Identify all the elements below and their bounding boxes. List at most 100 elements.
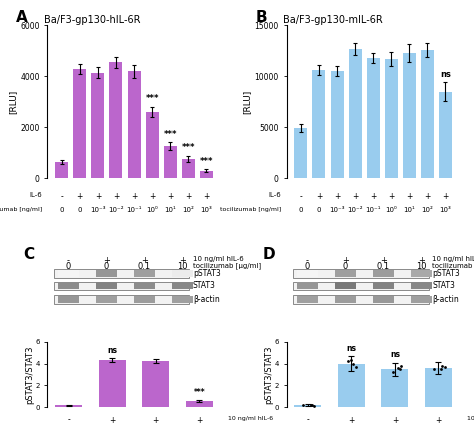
Bar (182, 159, 195, 178)
Bar (382, 369, 409, 407)
Text: ***: *** (193, 388, 205, 397)
Text: +: + (348, 416, 355, 424)
Bar (91, 73, 104, 178)
Point (437, 365, 445, 372)
Point (441, 363, 448, 370)
Y-axis label: pSTAT3/STAT3: pSTAT3/STAT3 (264, 345, 273, 404)
Point (438, 363, 446, 370)
Text: Ba/F3-gp130-hIL-6R: Ba/F3-gp130-hIL-6R (44, 15, 140, 25)
Point (396, 366, 404, 373)
Text: tocilizumab [ng/ml]: tocilizumab [ng/ml] (0, 207, 42, 212)
Text: 10 ng/ml hIL-6: 10 ng/ml hIL-6 (432, 256, 474, 262)
Bar (335, 296, 356, 303)
Text: 0: 0 (305, 262, 310, 271)
Text: +: + (380, 256, 387, 265)
Text: 10¹: 10¹ (164, 207, 176, 213)
Text: IL-6: IL-6 (268, 192, 281, 198)
Text: 0: 0 (343, 262, 348, 271)
Bar (55, 269, 190, 278)
Bar (142, 361, 169, 407)
Text: 10⁻¹: 10⁻¹ (365, 207, 381, 213)
Text: +: + (167, 192, 173, 201)
Bar (335, 270, 356, 277)
Text: tocilizumab [µg/ml]: tocilizumab [µg/ml] (193, 262, 261, 269)
Bar (164, 146, 177, 178)
Bar (134, 282, 155, 290)
Bar (134, 296, 155, 303)
Point (310, 402, 318, 409)
Text: 10⁰: 10⁰ (385, 207, 397, 213)
Text: 10¹: 10¹ (403, 207, 415, 213)
Bar (58, 296, 79, 303)
Text: STAT3: STAT3 (193, 282, 216, 290)
Y-axis label: [RLU]: [RLU] (243, 89, 252, 114)
Text: 10 ng/ml hIL-6: 10 ng/ml hIL-6 (467, 416, 474, 421)
Text: +: + (424, 192, 430, 201)
Text: -: - (67, 416, 70, 424)
Bar (96, 270, 117, 277)
Bar (146, 112, 159, 178)
Point (430, 366, 438, 373)
Text: 10: 10 (417, 262, 427, 271)
Text: 10⁻¹: 10⁻¹ (126, 207, 142, 213)
Text: ns: ns (390, 350, 400, 359)
Text: 0: 0 (78, 207, 82, 213)
Text: 10³: 10³ (201, 207, 212, 213)
Point (394, 365, 402, 371)
Text: -: - (306, 256, 309, 265)
Text: +: + (334, 192, 340, 201)
Bar (403, 53, 416, 178)
Text: +: + (442, 192, 448, 201)
Bar (55, 405, 82, 407)
Text: STAT3: STAT3 (432, 282, 455, 290)
Text: tocilizumab [ng/ml]: tocilizumab [ng/ml] (220, 207, 281, 212)
Bar (297, 282, 318, 290)
Bar (293, 269, 428, 278)
Bar (439, 92, 452, 178)
Bar (338, 364, 365, 407)
Text: ***: *** (164, 130, 177, 139)
Text: 10⁻²: 10⁻² (108, 207, 124, 213)
Text: Ba/F3-gp130-mIL-6R: Ba/F3-gp130-mIL-6R (283, 15, 383, 25)
Text: 10⁻³: 10⁻³ (90, 207, 106, 213)
Text: C: C (23, 247, 34, 262)
Text: 10⁻³: 10⁻³ (329, 207, 345, 213)
Text: 0.1: 0.1 (377, 262, 390, 271)
Y-axis label: pSTAT3/STAT3: pSTAT3/STAT3 (25, 345, 34, 404)
Bar (99, 360, 126, 407)
Text: ns: ns (346, 344, 356, 353)
Point (308, 401, 315, 408)
Text: IL-6: IL-6 (29, 192, 42, 198)
Text: +: + (131, 192, 137, 201)
Bar (73, 69, 86, 178)
Bar (294, 128, 308, 178)
Text: +: + (342, 256, 349, 265)
Point (389, 369, 397, 376)
Text: +: + (203, 192, 210, 201)
Text: ns: ns (107, 346, 117, 354)
Bar (312, 70, 326, 178)
Bar (425, 368, 452, 407)
Bar (297, 270, 318, 277)
Text: +: + (103, 256, 110, 265)
Text: 10³: 10³ (439, 207, 451, 213)
Bar (294, 405, 321, 407)
Text: +: + (95, 192, 101, 201)
Text: +: + (370, 192, 376, 201)
Bar (172, 282, 193, 290)
Bar (293, 296, 428, 304)
Text: -: - (60, 192, 63, 201)
Bar (411, 282, 432, 290)
Text: 10⁰: 10⁰ (146, 207, 158, 213)
Bar (134, 270, 155, 277)
Bar (55, 282, 190, 290)
Point (344, 357, 352, 364)
Text: ***: *** (182, 143, 195, 152)
Text: -: - (67, 256, 70, 265)
Text: +: + (141, 256, 148, 265)
Bar (373, 282, 394, 290)
Bar (348, 49, 362, 178)
Text: 0: 0 (60, 207, 64, 213)
Text: 10 ng/ml hIL-6: 10 ng/ml hIL-6 (193, 256, 244, 262)
Bar (96, 296, 117, 303)
